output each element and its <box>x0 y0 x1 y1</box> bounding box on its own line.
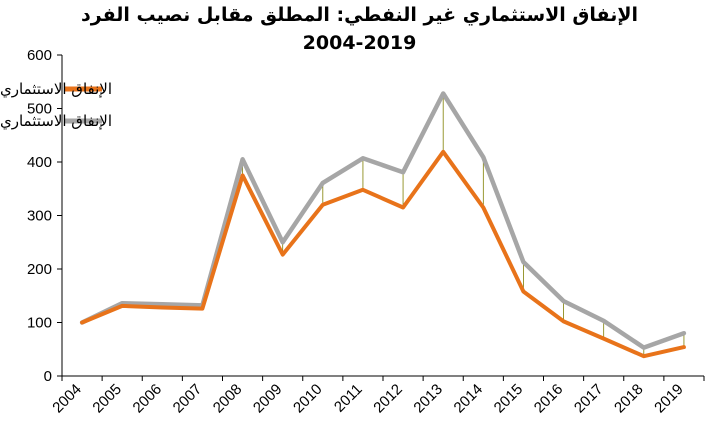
x-tick-label: 2010 <box>290 381 326 417</box>
y-tick-label: 300 <box>27 208 52 225</box>
y-tick-label: 100 <box>27 315 52 332</box>
y-tick-label: 600 <box>27 47 52 64</box>
y-tick-label: 400 <box>27 154 52 171</box>
x-tick-label: 2006 <box>130 381 166 417</box>
y-tick-label: 500 <box>27 101 52 118</box>
x-tick-label: 2007 <box>170 381 206 417</box>
series-line-per-capita <box>80 149 686 359</box>
legend-label-per-capita: الإنفاق الاستثماري غير النفطي كنصيب الفر… <box>0 80 112 99</box>
legend-label-absolute: الإنفاق الاستثماري غير النفطي <box>0 112 112 131</box>
y-tick-label: 0 <box>44 368 52 385</box>
x-tick-label: 2015 <box>491 381 527 417</box>
x-tick-label: 2005 <box>89 381 125 417</box>
y-tick-label: 200 <box>27 261 52 278</box>
x-tick-label: 2004 <box>49 381 85 417</box>
x-tick-label: 2013 <box>410 381 446 417</box>
x-tick-label: 2016 <box>531 381 567 417</box>
x-tick-label: 2012 <box>370 381 406 417</box>
x-tick-label: 2011 <box>331 381 366 416</box>
chart-title: الإنفاق الاستثماري غير النفطي: المطلق مق… <box>81 4 638 26</box>
legend: الإنفاق الاستثماري غير النفطي كنصيب الفر… <box>0 80 112 131</box>
chart-subtitle: 2004-2019 <box>302 32 417 54</box>
series-lines <box>79 91 687 359</box>
series-line-absolute <box>79 91 687 350</box>
x-tick-label: 2019 <box>651 381 687 417</box>
x-tick-label: 2009 <box>250 381 286 417</box>
x-tick-label: 2017 <box>571 381 607 417</box>
x-tick-label: 2014 <box>451 381 487 417</box>
x-tick-label: 2018 <box>611 381 647 417</box>
x-tick-label: 2008 <box>210 381 246 417</box>
